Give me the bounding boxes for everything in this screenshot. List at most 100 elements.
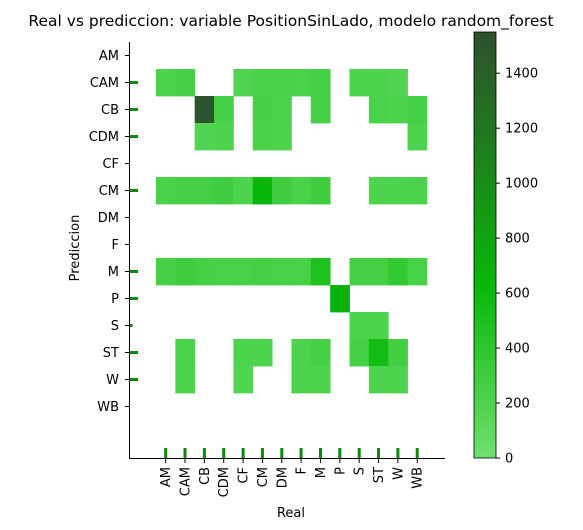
colorbar-tick-label: 1200: [505, 122, 538, 137]
heatmap-cell: [368, 177, 389, 205]
x-tick-labels: AM CAM CB CDM CF CM DM F M P S ST W WB: [159, 458, 426, 497]
heatmap-cell: [388, 366, 408, 394]
x-marginal-mark: [396, 448, 400, 458]
heatmap-cell: [368, 312, 389, 340]
y-marginal-mark: [129, 351, 138, 354]
y-tick-label: S: [111, 319, 119, 334]
y-marginal-mark: [129, 135, 138, 138]
heatmap-cell: [194, 123, 215, 151]
heatmap-cell: [310, 177, 331, 205]
heatmap-cell: [175, 366, 196, 394]
heatmap-cell: [388, 69, 408, 97]
x-marginal-mark: [357, 448, 361, 458]
heatmap-cell: [214, 96, 234, 124]
chart-title: Real vs prediccion: variable PositionSin…: [28, 12, 553, 31]
x-marginal-ticks: [164, 448, 419, 458]
heatmap-cell: [233, 177, 254, 205]
x-marginal-mark: [299, 448, 303, 458]
x-marginal-mark: [241, 448, 245, 458]
heatmap-cell: [388, 339, 408, 367]
colorbar-tick-label: 800: [505, 232, 530, 247]
y-marginal-mark: [129, 378, 138, 381]
y-tick-label: CF: [102, 157, 119, 172]
colorbar-tick-label: 1400: [505, 67, 538, 82]
heatmap-cell: [272, 177, 292, 205]
heatmap-cell: [233, 258, 254, 286]
y-tick-label: DM: [98, 211, 119, 226]
x-tick-label: M: [314, 467, 329, 478]
x-tick-label: P: [333, 467, 348, 475]
y-tick-label: CB: [101, 103, 119, 118]
heatmap-cell: [194, 96, 215, 124]
colorbar-tick-label: 1000: [505, 177, 538, 192]
colorbar-tick-label: 200: [505, 397, 530, 412]
x-tick-label: ST: [372, 467, 387, 483]
y-marginal-mark: [129, 270, 138, 273]
heatmap-cell: [272, 69, 292, 97]
heatmap-cell: [291, 69, 312, 97]
x-marginal-mark: [164, 448, 168, 458]
heatmap-cell: [368, 258, 389, 286]
heatmap-cell: [252, 123, 273, 151]
heatmap-cell: [291, 366, 312, 394]
heatmap-cell: [349, 258, 370, 286]
heatmap-cell: [388, 96, 408, 124]
y-tick-label: CM: [99, 184, 119, 199]
heatmap-cell: [330, 285, 350, 313]
heatmap-cell: [349, 312, 370, 340]
heatmap-cell: [156, 177, 176, 205]
y-tick-label: M: [108, 265, 119, 280]
x-tick-label: AM: [159, 467, 174, 487]
heatmap-cells: [156, 69, 428, 394]
x-marginal-mark: [319, 448, 322, 458]
x-tick-label: CM: [256, 467, 271, 487]
x-marginal-mark: [183, 448, 187, 458]
colorbar-tick-label: 0: [505, 452, 513, 467]
colorbar-ticks: 0 200 400 600 800 1000 1200 1400: [496, 67, 538, 467]
heatmap-cell: [252, 96, 273, 124]
y-marginal-ticks: [129, 81, 138, 381]
x-tick-label: S: [353, 467, 368, 475]
heatmap-cell: [272, 96, 292, 124]
heatmap-cell: [310, 258, 331, 286]
heatmap-cell: [388, 258, 408, 286]
heatmap-cell: [194, 258, 215, 286]
heatmap-cell: [310, 96, 331, 124]
heatmap-cell: [252, 177, 273, 205]
heatmap-cell: [349, 69, 370, 97]
x-tick-label: WB: [411, 467, 426, 489]
y-tick-label: CAM: [90, 76, 119, 91]
heatmap-cell: [252, 69, 273, 97]
x-tick-label: CB: [198, 467, 213, 485]
x-marginal-mark: [377, 448, 380, 458]
heatmap-cell: [368, 96, 389, 124]
heatmap-cell: [272, 123, 292, 151]
heatmap-cell: [368, 366, 389, 394]
x-marginal-mark: [222, 448, 226, 458]
x-tick-label: DM: [275, 467, 290, 488]
heatmap-cell: [156, 69, 176, 97]
heatmap-cell: [214, 258, 234, 286]
heatmap-cell: [407, 258, 428, 286]
x-marginal-mark: [338, 448, 342, 458]
heatmap-cell: [291, 258, 312, 286]
y-tick-label: ST: [103, 346, 119, 361]
y-marginal-mark: [129, 81, 138, 84]
heatmap-cell: [368, 69, 389, 97]
y-tick-label: F: [112, 238, 119, 253]
colorbar: [473, 31, 497, 459]
heatmap-cell: [252, 339, 273, 367]
heatmap-cell: [388, 177, 408, 205]
heatmap-cell: [233, 69, 254, 97]
heatmap-cell: [407, 177, 428, 205]
colorbar-tick-label: 600: [505, 287, 530, 302]
heatmap-cell: [291, 177, 312, 205]
y-marginal-mark: [129, 108, 138, 111]
x-marginal-mark: [415, 448, 419, 458]
heatmap-cell: [194, 177, 215, 205]
heatmap-cell: [310, 69, 331, 97]
heatmap-cell: [214, 123, 234, 151]
heatmap-cell: [175, 258, 196, 286]
